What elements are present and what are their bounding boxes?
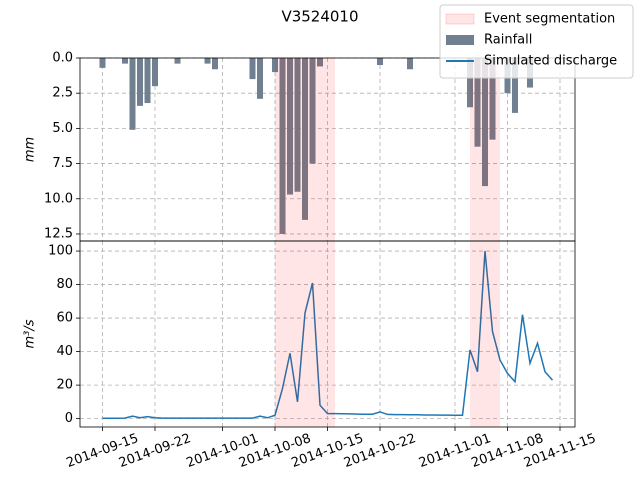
rain-bar — [137, 58, 143, 106]
rain-bar — [99, 58, 106, 68]
legend-label: Rainfall — [484, 33, 532, 48]
legend-swatch — [446, 35, 474, 45]
y-tick-label: 5.0 — [52, 121, 73, 136]
event-span — [470, 58, 500, 241]
legend-swatch — [445, 13, 475, 25]
rain-bar — [129, 58, 136, 130]
y-tick-label: 100 — [48, 244, 73, 259]
rain-bar — [272, 58, 278, 73]
rain-bar — [407, 58, 413, 70]
legend-box — [439, 4, 634, 79]
y-tick-label: 2.5 — [52, 86, 73, 101]
rain-bar — [302, 58, 308, 220]
y-tick-label: 7.5 — [52, 156, 73, 171]
rain-bar — [317, 58, 323, 67]
rain-bar — [174, 58, 181, 64]
y-axis-label: mm — [23, 137, 38, 162]
event-span — [275, 58, 335, 241]
rain-bar — [482, 58, 488, 187]
legend-label: Event segmentation — [484, 12, 615, 27]
rain-bar — [122, 58, 128, 64]
rain-bar — [474, 58, 481, 147]
y-tick-label: 0 — [65, 411, 73, 426]
event-span — [470, 241, 500, 427]
rain-bar — [204, 58, 211, 64]
legend-label: Simulated discharge — [484, 54, 617, 69]
rain-bar — [467, 58, 473, 108]
y-tick-label: 20 — [56, 378, 73, 393]
y-tick-label: 80 — [56, 277, 73, 292]
discharge-line — [102, 250, 554, 420]
rain-bar — [512, 58, 518, 113]
y-tick-label: 40 — [56, 344, 73, 359]
rain-bar — [287, 58, 293, 195]
rain-bar — [489, 58, 496, 140]
rain-bar — [309, 58, 316, 164]
y-tick-label: 10.0 — [44, 191, 73, 206]
rain-bar — [152, 58, 158, 87]
rain-bar — [249, 58, 256, 80]
y-tick-label: 0.0 — [52, 51, 73, 66]
rain-bar — [294, 58, 301, 192]
chart-title: V3524010 — [281, 8, 358, 26]
event-span — [275, 241, 335, 427]
rain-bar — [144, 58, 151, 104]
rain-bar — [257, 58, 263, 99]
rain-bar — [212, 58, 218, 70]
y-tick-label: 60 — [56, 311, 73, 326]
y-axis-label: m³/s — [23, 319, 38, 348]
rain-bar — [279, 58, 286, 234]
y-tick-label: 12.5 — [44, 226, 73, 241]
rain-bar — [377, 58, 383, 66]
